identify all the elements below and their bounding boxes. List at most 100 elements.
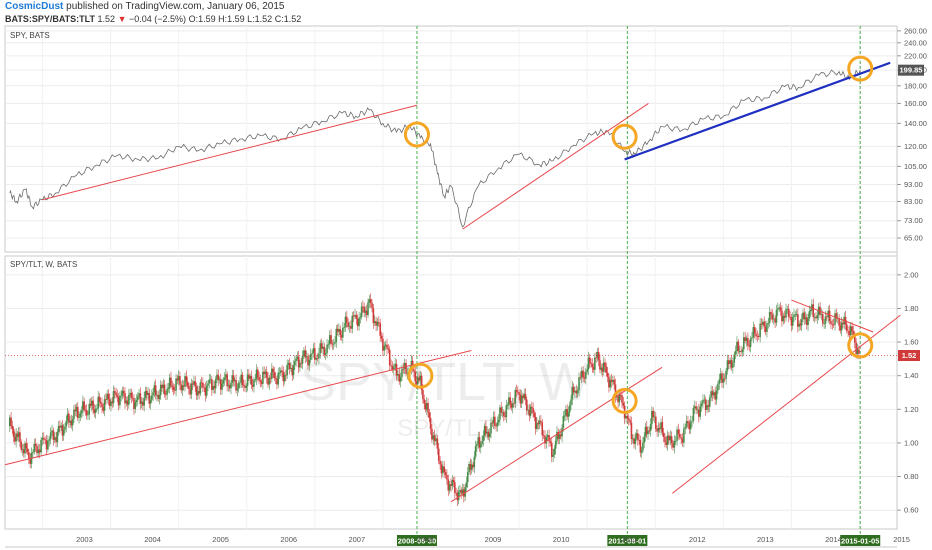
y-tick-label: 0.80 bbox=[904, 472, 919, 481]
candle-body bbox=[524, 393, 527, 400]
candle-body bbox=[125, 400, 128, 404]
candle-body bbox=[112, 391, 115, 404]
candle-body bbox=[161, 384, 163, 389]
candle-body bbox=[439, 460, 441, 465]
candle-body bbox=[279, 370, 282, 373]
candle-body bbox=[629, 419, 631, 423]
candle-body bbox=[723, 378, 726, 380]
candle-body bbox=[425, 402, 428, 410]
candle-body bbox=[373, 321, 376, 324]
candle-body bbox=[105, 399, 107, 401]
candle-body bbox=[473, 456, 476, 468]
price-change: −0.04 (−2.5%) bbox=[129, 14, 187, 24]
high-value: H:1.59 bbox=[218, 14, 245, 24]
candle-body bbox=[654, 416, 657, 429]
candle-body bbox=[36, 445, 38, 454]
candle-body bbox=[553, 448, 556, 455]
y-tick-label: 105.00 bbox=[904, 162, 927, 171]
candle-body bbox=[820, 314, 823, 315]
candle-body bbox=[231, 375, 234, 384]
candle-body bbox=[466, 472, 469, 483]
candle-body bbox=[756, 336, 759, 337]
candle-body bbox=[388, 349, 391, 366]
candle-body bbox=[828, 310, 831, 322]
highlight-circle bbox=[611, 123, 638, 150]
candle-body bbox=[619, 394, 622, 396]
candle-body bbox=[179, 376, 181, 385]
candle-body bbox=[557, 431, 560, 439]
highlight-circle bbox=[847, 55, 874, 82]
candle-body bbox=[558, 434, 561, 439]
spy-price-line bbox=[9, 69, 861, 228]
candle-body bbox=[811, 304, 813, 310]
candle-body bbox=[708, 397, 711, 407]
candle-body bbox=[725, 370, 727, 379]
candle-body bbox=[196, 390, 199, 396]
last-price-tag-label: 199.85 bbox=[900, 66, 923, 75]
candle-body bbox=[648, 430, 651, 432]
candle-body bbox=[594, 357, 596, 370]
candle-body bbox=[383, 346, 386, 351]
candle-body bbox=[722, 378, 725, 383]
candle-body bbox=[580, 370, 583, 378]
candle-body bbox=[842, 322, 844, 325]
candle-body bbox=[91, 400, 93, 406]
candle-body bbox=[55, 437, 57, 443]
candle-body bbox=[807, 318, 809, 326]
candle-body bbox=[397, 374, 399, 376]
candle-body bbox=[342, 327, 344, 338]
candle-body bbox=[693, 406, 696, 409]
chart-header: CosmicDust published on TradingView.com,… bbox=[0, 0, 932, 26]
bottom-price-axis: 0.60 0.80 1.00 1.20 1.40 1.60 1.80 2.00 bbox=[897, 270, 919, 515]
date-marker-label: 2015-01-05 bbox=[841, 537, 879, 546]
candle-body bbox=[745, 337, 748, 341]
candle-body bbox=[680, 437, 682, 439]
candle-body bbox=[406, 373, 409, 375]
candle-body bbox=[617, 396, 619, 403]
candle-body bbox=[68, 413, 70, 423]
candle-body bbox=[96, 408, 98, 410]
candle-body bbox=[852, 331, 855, 335]
candle-body bbox=[608, 377, 610, 388]
candle-body bbox=[599, 360, 601, 370]
candle-body bbox=[643, 436, 646, 443]
candle-body bbox=[130, 392, 133, 398]
candle-body bbox=[448, 484, 451, 491]
candle-body bbox=[803, 312, 806, 320]
candle-body bbox=[794, 314, 797, 316]
candle-body bbox=[66, 413, 69, 421]
candle-body bbox=[28, 452, 30, 459]
publish-line: CosmicDust published on TradingView.com,… bbox=[5, 1, 284, 13]
candle-body bbox=[378, 321, 380, 324]
candle-body bbox=[500, 407, 503, 413]
candle-body bbox=[657, 428, 660, 432]
date-marker-tag bbox=[396, 535, 437, 546]
candle-body bbox=[285, 374, 287, 376]
candle-body bbox=[538, 420, 541, 425]
candle-body bbox=[760, 323, 763, 325]
candle-body bbox=[531, 406, 533, 409]
candle-body bbox=[742, 337, 745, 350]
candle-body bbox=[858, 349, 860, 354]
candle-body bbox=[235, 379, 237, 391]
candle-body bbox=[271, 368, 273, 379]
candle-body bbox=[330, 335, 332, 344]
y-tick-label: 240.00 bbox=[904, 38, 927, 47]
candle-body bbox=[140, 401, 143, 404]
candle-body bbox=[240, 374, 242, 383]
candle-body bbox=[474, 446, 477, 457]
candle-body bbox=[459, 490, 461, 492]
candle-body bbox=[49, 432, 52, 440]
candle-body bbox=[566, 409, 568, 417]
last-ratio-tag-label: 1.52 bbox=[902, 351, 917, 360]
candle-body bbox=[414, 371, 417, 382]
candle-body bbox=[649, 424, 652, 432]
candle-body bbox=[527, 409, 529, 411]
candle-body bbox=[848, 331, 851, 336]
candle-body bbox=[851, 326, 853, 332]
candle-body bbox=[622, 402, 625, 406]
candle-body bbox=[232, 375, 235, 382]
candle-body bbox=[578, 377, 580, 391]
author-link[interactable]: CosmicDust bbox=[5, 1, 64, 12]
